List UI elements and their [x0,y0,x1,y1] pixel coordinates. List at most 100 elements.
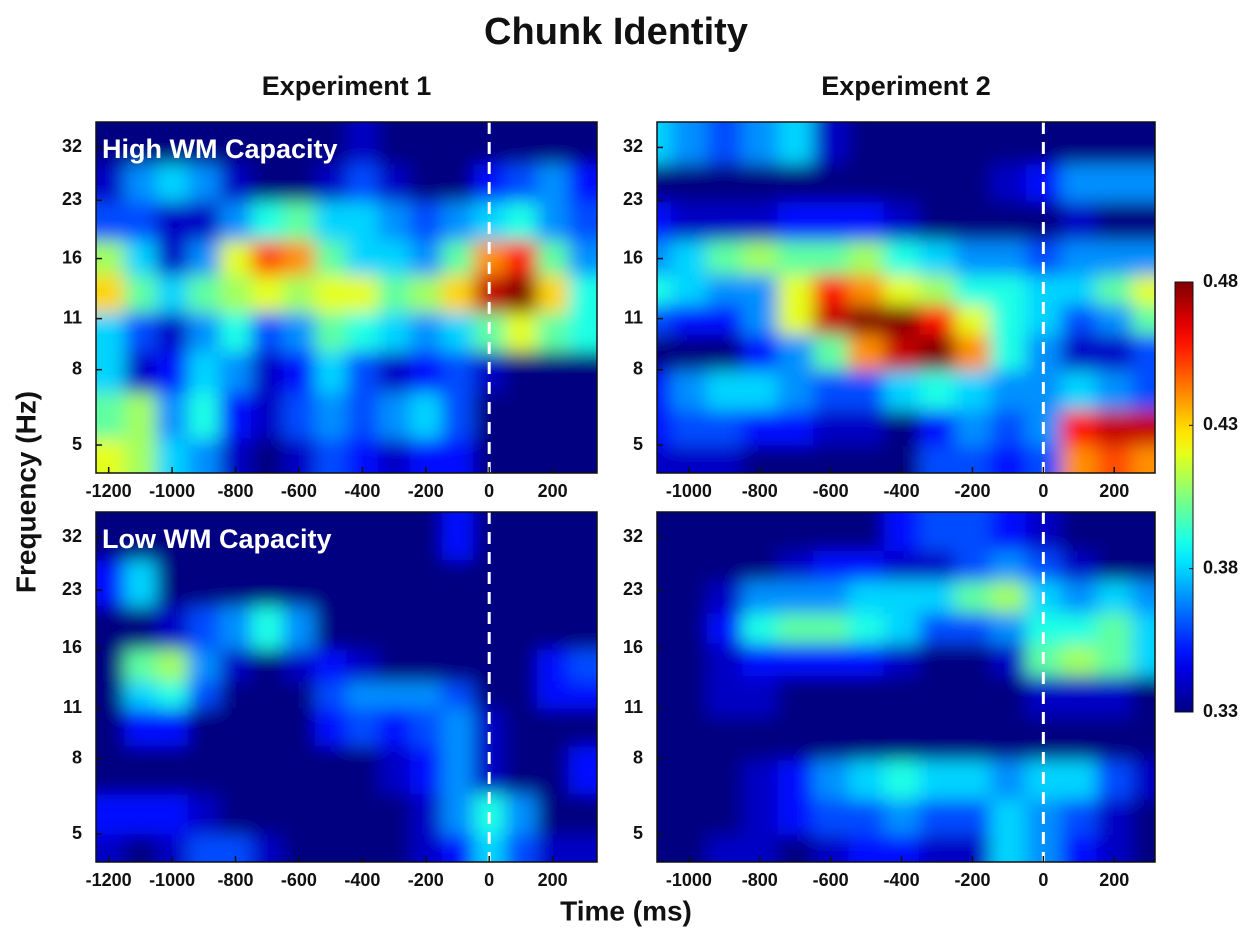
heatmap-cell [441,681,474,710]
heatmap-cell [919,799,956,836]
heatmap-cell [1096,550,1133,582]
heatmap-cell [409,351,443,394]
heatmap-cell [706,122,743,165]
heatmap-cell [187,681,221,710]
heatmap-cell [441,240,474,276]
heatmap-cell [706,201,743,242]
heatmap-cell [187,649,221,683]
heatmap-cell [536,312,569,353]
heatmap-cell [251,606,284,650]
heatmap-cell [314,794,347,836]
x-tick-label: -800 [218,870,254,890]
heatmap-cell [883,201,920,242]
heatmap-cell [1131,164,1155,203]
heatmap-cell [156,512,189,561]
heatmap-cell [742,717,779,761]
heatmap-cell [124,649,157,683]
x-tick-label: -600 [813,870,849,890]
heatmap-cell [919,305,956,336]
y-tick-label: 23 [623,189,643,209]
heatmap-cell [568,681,597,710]
heatmap-cell [1131,550,1155,582]
heatmap-cell [848,275,885,306]
heatmap-cell [283,201,316,242]
heatmap-cell [251,275,284,314]
heatmap-cell [378,164,411,203]
heatmap-cell [346,794,379,836]
y-tick-label: 32 [623,136,643,156]
heatmap-cell [568,708,597,747]
figure-title: Chunk Identity [484,11,748,53]
heatmap-cell [777,550,814,582]
heatmap-cell [409,834,443,862]
heatmap-cell [409,438,443,473]
heatmap-cell [1096,834,1133,862]
heatmap-cell [283,681,316,710]
heatmap-cell [671,613,708,645]
heatmap-cell [219,351,252,394]
heatmap-cell [1096,201,1133,242]
heatmap-cell [657,334,672,372]
heatmap-cell [124,122,157,165]
heatmap-cell [671,122,708,165]
heatmap-cell [1131,512,1155,552]
heatmap-cell [409,164,443,203]
x-tick-label: -400 [884,481,920,501]
heatmap-cell [1061,643,1098,677]
heatmap-cell [954,799,991,836]
heatmap-cell [706,275,743,306]
heatmap-cell [283,606,316,650]
heatmap-cell [919,717,956,761]
heatmap-cell [657,445,672,473]
heatmap-cell [671,643,708,677]
heatmap-cell [187,392,221,440]
heatmap-cell [346,275,379,314]
heatmap-cell [505,681,538,710]
heatmap-cell [777,760,814,801]
x-tick-label: -600 [813,481,849,501]
heatmap-cell [187,438,221,473]
heatmap-cell [568,438,597,473]
heatmap-cell [671,717,708,761]
heatmap-cell [1061,512,1098,552]
heatmap-cell [96,681,126,710]
x-tick-label: -600 [281,481,317,501]
heatmap-cell [505,312,538,353]
heatmap-cell [671,512,708,552]
x-tick-label: -1000 [149,870,195,890]
heatmap-cell [96,746,126,795]
heatmap-cell [812,676,849,718]
heatmap-cell [1096,240,1133,276]
heatmap-cell [314,312,347,353]
heatmap-cell [314,681,347,710]
heatmap-cell [505,275,538,314]
y-tick-label: 16 [623,637,643,657]
heatmap-cell [378,681,411,710]
heatmap-cell [848,334,885,372]
heatmap-cell [657,305,672,336]
y-tick-label: 8 [72,358,82,378]
heatmap-cell [187,275,221,314]
heatmap-cell [706,370,743,411]
heatmap-cell [1061,275,1098,306]
x-tick-label: -600 [281,870,317,890]
heatmap-cell [441,794,474,836]
heatmap-cell [742,580,779,614]
heatmap-cell [1061,122,1098,165]
heatmap-cell [848,164,885,203]
heatmap-cell [990,550,1027,582]
heatmap-cell [671,240,708,276]
y-tick-label: 32 [62,526,82,546]
colorbar-tick-label: 0.48 [1203,271,1238,291]
heatmap-cell [883,122,920,165]
heatmap-cell [283,275,316,314]
heatmap-cell [187,164,221,203]
heatmap-cell [990,445,1027,473]
heatmap-cell [883,760,920,801]
heatmap-cell [671,410,708,447]
heatmap-cell [505,834,538,862]
heatmap-cell [1061,550,1098,582]
heatmap-cell [777,613,814,645]
heatmap-cell [812,760,849,801]
heatmap-cell [742,240,779,276]
